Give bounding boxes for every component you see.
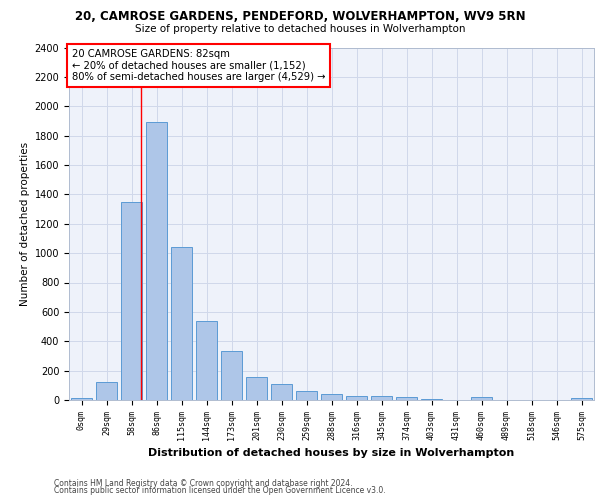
Bar (71, 398, 92, 400)
X-axis label: Distribution of detached houses by size in Wolverhampton: Distribution of detached houses by size … (148, 448, 515, 458)
Bar (421, 398, 442, 400)
Bar (396, 397, 417, 400)
Bar (296, 391, 317, 400)
Text: 20 CAMROSE GARDENS: 82sqm
← 20% of detached houses are smaller (1,152)
80% of se: 20 CAMROSE GARDENS: 82sqm ← 20% of detac… (71, 50, 325, 82)
Text: 20, CAMROSE GARDENS, PENDEFORD, WOLVERHAMPTON, WV9 5RN: 20, CAMROSE GARDENS, PENDEFORD, WOLVERHA… (74, 10, 526, 23)
Bar (246, 376, 267, 400)
Bar (96, 382, 117, 400)
Text: Contains HM Land Registry data © Crown copyright and database right 2024.: Contains HM Land Registry data © Crown c… (54, 478, 353, 488)
Bar (321, 394, 342, 400)
Bar (146, 122, 167, 400)
Y-axis label: Number of detached properties: Number of detached properties (20, 142, 31, 306)
Bar (171, 246, 192, 400)
Bar (196, 320, 217, 400)
Bar (271, 384, 292, 400)
Bar (121, 202, 142, 400)
Bar (471, 397, 492, 400)
Text: Size of property relative to detached houses in Wolverhampton: Size of property relative to detached ho… (135, 24, 465, 34)
Bar (346, 396, 367, 400)
Bar (221, 351, 242, 400)
Bar (571, 398, 592, 400)
Text: Contains public sector information licensed under the Open Government Licence v3: Contains public sector information licen… (54, 486, 386, 495)
Bar (371, 396, 392, 400)
